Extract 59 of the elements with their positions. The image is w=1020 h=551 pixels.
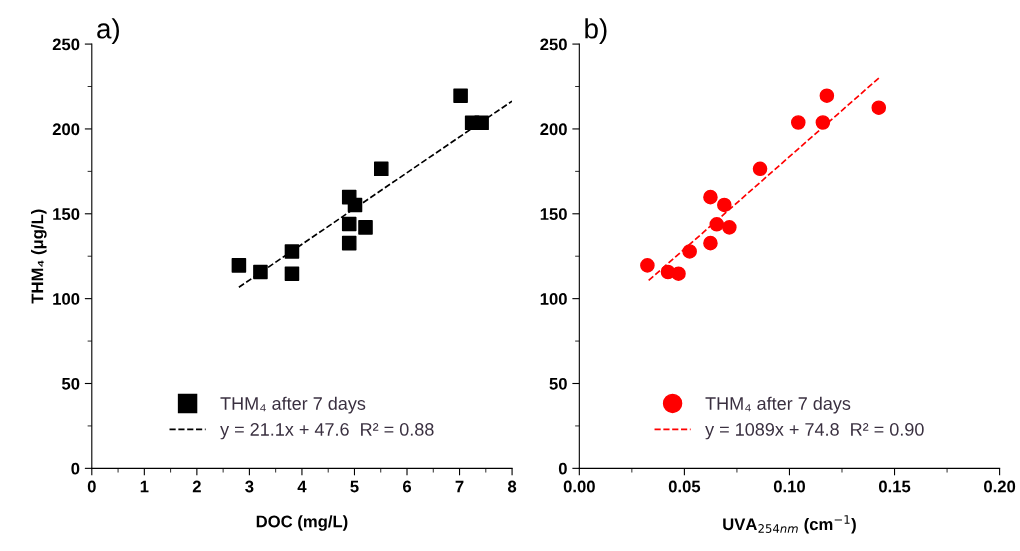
point xyxy=(284,244,300,259)
y-tick-label: 50 xyxy=(549,377,567,390)
x-tick-label: 2 xyxy=(192,480,201,493)
text: a) xyxy=(97,18,119,45)
legend-label: THM₄ after 7 days xyxy=(220,396,366,414)
legend-label: y = 21.1x + 47.6 R² = 0.88 xyxy=(220,423,434,440)
point xyxy=(791,115,806,130)
y-tick-label: 100 xyxy=(53,293,80,305)
x-axis-title: UVA$_{254nm}$ (cm$^{−1}$) xyxy=(723,515,856,534)
point xyxy=(284,266,300,281)
x-tick-label: 8 xyxy=(507,480,517,493)
point xyxy=(703,235,718,251)
x-tick-label: 0.15 xyxy=(878,480,911,493)
point xyxy=(474,115,489,131)
y-tick-label: 200 xyxy=(540,123,567,136)
point xyxy=(453,88,468,103)
point xyxy=(358,220,373,235)
x-tick-label: 0.00 xyxy=(563,480,595,493)
point xyxy=(671,266,686,281)
point xyxy=(341,235,357,251)
y-tick-label: 150 xyxy=(540,208,567,220)
y-tick-label: 0 xyxy=(71,462,80,475)
x-tick-label: 5 xyxy=(350,480,359,493)
point xyxy=(819,88,835,103)
point xyxy=(703,189,718,205)
point xyxy=(253,264,268,280)
point xyxy=(231,258,247,273)
point xyxy=(722,220,737,235)
x-tick-label: 3 xyxy=(245,480,254,493)
y-tick-label: 100 xyxy=(540,293,567,305)
x-tick-label: 0.20 xyxy=(984,480,1016,493)
y-tick-label: 0 xyxy=(558,462,567,475)
x-axis-title: DOC (mg/L) xyxy=(256,515,348,531)
legend-label: THM₄ after 7 days xyxy=(705,396,851,414)
point xyxy=(640,258,655,273)
point xyxy=(709,217,725,232)
point xyxy=(682,244,697,259)
x-tick-label: 0 xyxy=(87,480,96,493)
point xyxy=(815,115,831,130)
point xyxy=(373,161,389,177)
legend-label: y = 1089x + 74.8 R² = 0.90 xyxy=(705,423,924,440)
point xyxy=(752,161,768,177)
x-tick-label: 1 xyxy=(140,480,149,493)
y-tick-label: 200 xyxy=(52,123,80,136)
y-tick-label: 250 xyxy=(52,38,80,51)
x-tick-label: 0.10 xyxy=(773,480,805,493)
y-tick-label: 50 xyxy=(61,377,80,390)
text: b) xyxy=(585,18,607,45)
x-tick-label: 7 xyxy=(455,480,464,493)
point xyxy=(347,197,363,213)
x-tick-label: 4 xyxy=(297,480,307,493)
x-tick-label: 0.05 xyxy=(668,480,701,493)
point xyxy=(717,197,732,213)
y-axis-title: THM₄ (μg/L) xyxy=(31,209,47,304)
point xyxy=(871,100,887,116)
point xyxy=(341,216,357,232)
y-tick-label: 250 xyxy=(540,38,567,51)
x-tick-label: 6 xyxy=(402,480,412,493)
y-tick-label: 150 xyxy=(53,208,80,220)
